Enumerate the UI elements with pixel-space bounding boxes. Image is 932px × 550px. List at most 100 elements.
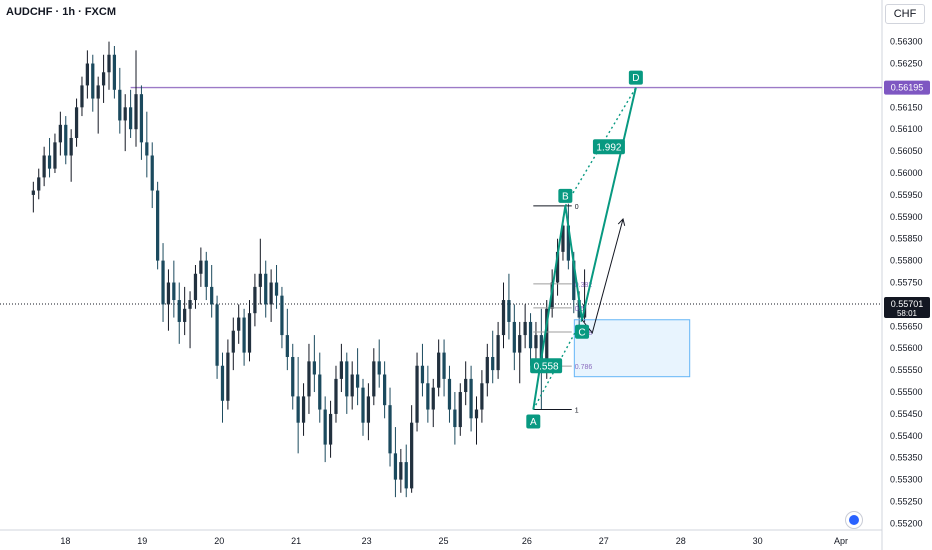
price-tick-label: 0.55550 [890, 365, 923, 375]
fib-level-label: 0.786 [575, 364, 593, 371]
countdown-label: 58:01 [897, 309, 918, 318]
candle-body [420, 365, 425, 384]
candle-body [474, 409, 479, 419]
price-tick-label: 0.55600 [890, 343, 923, 353]
candle-body [458, 392, 462, 428]
price-tick-label: 0.56050 [890, 146, 923, 156]
candle-body [561, 225, 565, 252]
fib-level-label: 0 [575, 204, 579, 211]
candle-body [355, 374, 360, 388]
price-tick-label: 0.55300 [890, 475, 923, 485]
candle-body [426, 383, 430, 410]
candle-body [312, 361, 316, 375]
candle-body [361, 387, 365, 423]
candle-body [388, 405, 392, 454]
price-tick-label: 0.56250 [890, 59, 923, 69]
candle-body [318, 374, 322, 410]
point-label: C [578, 327, 585, 338]
price-tick-label: 0.55800 [890, 256, 923, 266]
candle-body [150, 155, 154, 191]
candle-body [393, 453, 398, 480]
candle-body [485, 356, 489, 384]
candle-body [431, 387, 435, 410]
candle-body [231, 330, 235, 353]
price-tick-label: 0.56100 [890, 124, 923, 134]
fib-level-label: 1 [575, 408, 579, 415]
ratio-badge [592, 139, 625, 155]
candle-body [215, 304, 219, 366]
candle-body [512, 321, 516, 353]
time-tick-label: 18 [60, 536, 70, 546]
time-tick-label: Apr [834, 536, 848, 546]
candle-body [269, 282, 273, 305]
candle-body [69, 137, 73, 156]
candle-body [128, 107, 133, 130]
candle-body [415, 365, 419, 423]
candle-body [366, 396, 371, 423]
candle-body [156, 190, 160, 261]
time-tick-label: 19 [137, 536, 147, 546]
price-tick-label: 0.55250 [890, 497, 923, 507]
point-badge [558, 188, 573, 203]
horizontal-line-price-label: 0.56195 [891, 83, 924, 93]
candle-body [291, 356, 295, 397]
candle-body [442, 352, 446, 379]
candle-body [139, 94, 144, 143]
candle-body [491, 356, 495, 371]
candle-body [264, 273, 268, 305]
candle-body [107, 54, 111, 73]
harmonic-pattern-legs [532, 87, 637, 410]
time-tick-label: 26 [522, 536, 532, 546]
candle-body [242, 317, 246, 353]
symbol-title[interactable]: AUDCHF · 1h · FXCM [6, 6, 116, 18]
time-tick-label: 27 [599, 536, 609, 546]
candle-body [285, 335, 289, 357]
last-price-label: 0.55701 [891, 299, 924, 309]
candle-body [501, 300, 506, 336]
price-tick-label: 0.55500 [890, 387, 923, 397]
price-tick-label: 0.55950 [890, 190, 923, 200]
time-tick-label: 28 [676, 536, 686, 546]
ratio-badge [530, 358, 563, 374]
candle-body [210, 286, 214, 305]
price-tick-label: 0.55850 [890, 234, 923, 244]
candle-body [404, 462, 408, 489]
tradingview-logo-icon[interactable] [845, 511, 863, 529]
candle-body [96, 85, 100, 99]
candle-body [112, 54, 117, 90]
candle-body [80, 85, 84, 108]
price-tick-label: 0.56150 [890, 102, 923, 112]
last-price-badge [884, 296, 930, 318]
candle-body [183, 308, 187, 322]
candle-body [399, 462, 403, 480]
candle-body [453, 409, 457, 428]
candle-body [307, 361, 311, 397]
candle-body [47, 155, 52, 169]
candle-body [220, 365, 225, 401]
time-tick-label: 25 [439, 536, 449, 546]
candle-body [172, 282, 176, 301]
point-badge [628, 70, 643, 85]
candle-body [296, 396, 300, 423]
candle-body [339, 361, 344, 379]
candle-body [507, 300, 511, 322]
candle-body [480, 383, 484, 410]
candle-body [177, 300, 181, 322]
candle-body [193, 273, 198, 301]
fib-level-label: 0.382 [575, 282, 593, 289]
projection-path [581, 218, 624, 334]
point-label: D [632, 73, 639, 84]
candle-body [31, 190, 35, 195]
price-tick-label: 0.55200 [890, 518, 923, 528]
candle-body [247, 313, 252, 353]
candle-body [528, 321, 533, 349]
point-badge [575, 324, 590, 339]
ratio-label: 0.558 [534, 362, 559, 373]
currency-button[interactable]: CHF [885, 4, 925, 24]
candle-body [161, 260, 165, 305]
candle-body [258, 273, 262, 287]
candle-body [204, 260, 208, 287]
point-label: B [562, 191, 569, 202]
